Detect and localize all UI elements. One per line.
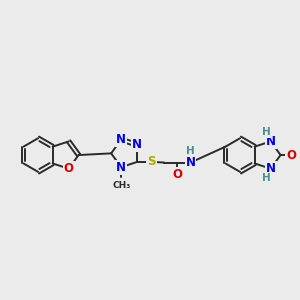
- Text: H: H: [262, 128, 270, 137]
- Text: O: O: [64, 162, 74, 175]
- Text: N: N: [185, 156, 196, 169]
- Text: N: N: [116, 133, 126, 146]
- Text: N: N: [266, 135, 276, 148]
- Text: CH₃: CH₃: [112, 181, 130, 190]
- Text: H: H: [262, 173, 270, 183]
- Text: O: O: [286, 148, 296, 161]
- Text: N: N: [132, 138, 142, 152]
- Text: H: H: [186, 146, 195, 157]
- Text: H: H: [186, 156, 196, 169]
- Text: N: N: [116, 160, 126, 174]
- Text: N: N: [266, 162, 276, 175]
- Text: S: S: [147, 155, 156, 168]
- Text: O: O: [172, 168, 182, 181]
